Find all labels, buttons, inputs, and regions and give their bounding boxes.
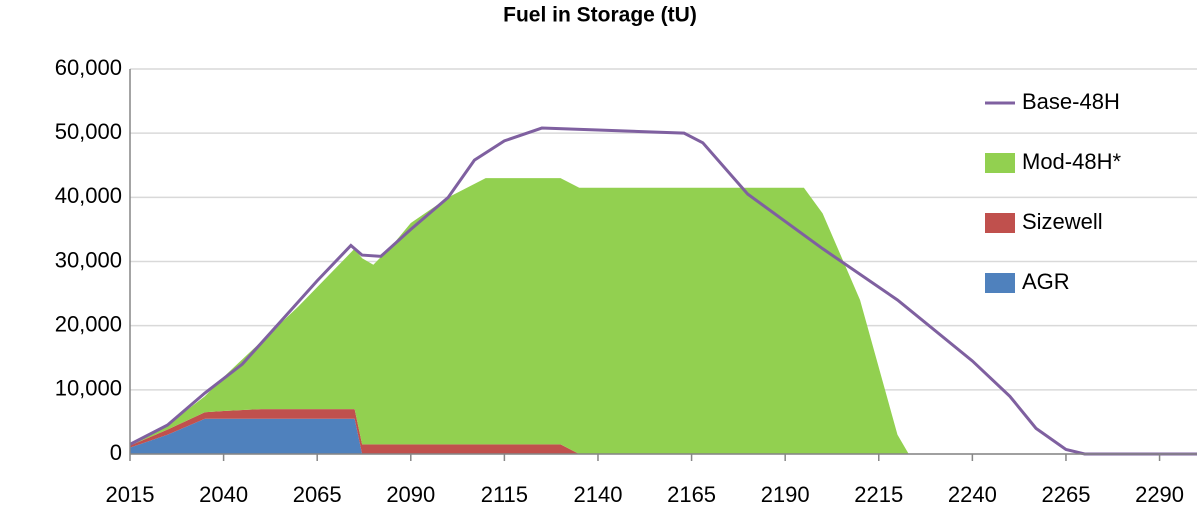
x-tick-label: 2290 <box>1135 482 1184 507</box>
x-tick-label: 2040 <box>199 482 248 507</box>
y-tick-label: 20,000 <box>55 311 122 336</box>
x-tick-label: 2140 <box>574 482 623 507</box>
y-tick-label: 0 <box>110 440 122 465</box>
area <box>130 178 1197 455</box>
y-tick-label: 40,000 <box>55 183 122 208</box>
y-tick-label: 50,000 <box>55 119 122 144</box>
area <box>130 409 1197 454</box>
x-tick-label: 2115 <box>481 482 528 507</box>
legend-label: Sizewell <box>1022 209 1103 234</box>
areas <box>130 178 1197 455</box>
legend-swatch <box>985 153 1015 173</box>
legend-swatch <box>985 213 1015 233</box>
x-tick-label: 2165 <box>667 482 716 507</box>
area <box>130 418 1197 454</box>
x-tick-label: 2215 <box>854 482 903 507</box>
legend-label: AGR <box>1022 269 1070 294</box>
legend-label: Mod-48H* <box>1022 149 1121 174</box>
y-tick-label: 60,000 <box>55 55 122 80</box>
x-tick-label: 2065 <box>293 482 342 507</box>
x-tick-label: 2090 <box>386 482 435 507</box>
y-tick-label: 10,000 <box>55 376 122 401</box>
x-tick-label: 2240 <box>948 482 997 507</box>
legend-label: Base-48H <box>1022 89 1120 114</box>
x-tick-label: 2190 <box>761 482 810 507</box>
chart-title: Fuel in Storage (tU) <box>503 4 697 27</box>
y-tick-label: 30,000 <box>55 247 122 272</box>
x-tick-label: 2015 <box>106 482 155 507</box>
x-tick-label: 2265 <box>1041 482 1090 507</box>
legend: Base-48H Mod-48H* Sizewell AGR <box>985 89 1121 294</box>
legend-swatch <box>985 273 1015 293</box>
line <box>129 126 1197 456</box>
lines <box>129 126 1197 456</box>
